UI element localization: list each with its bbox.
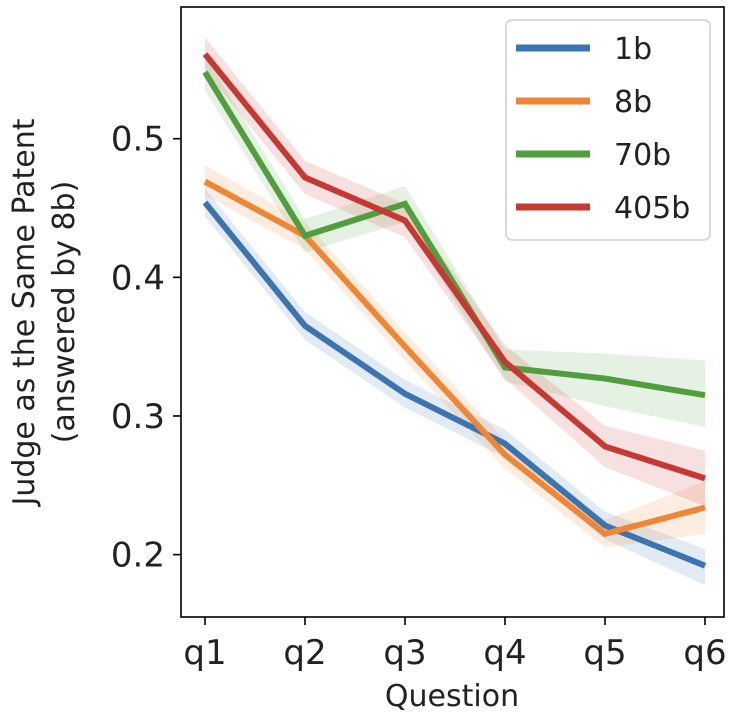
y-axis: 0.2 0.3 0.4 0.5 [111,120,181,576]
y-tick-label-0.5: 0.5 [111,120,165,160]
x-tick-label-q1: q1 [183,633,226,673]
x-tick-label-q4: q4 [483,633,526,673]
band-405b [205,37,705,507]
legend-label-1b: 1b [614,32,652,67]
legend: 1b 8b 70b 405b [505,19,711,241]
y-tick-label-0.3: 0.3 [111,397,165,437]
x-axis-label: Question [385,679,519,714]
x-tick-label-q3: q3 [383,633,426,673]
x-tick-label-q2: q2 [283,633,326,673]
band-70b [205,55,705,428]
legend-label-405b: 405b [614,191,690,226]
plot-frame [180,6,725,618]
x-axis: q1 q2 q3 q4 q5 q6 [183,617,727,673]
x-tick-label-q5: q5 [583,633,626,673]
y-tick-label-0.4: 0.4 [111,258,165,298]
x-tick-label-q6: q6 [683,633,726,673]
y-axis-label-line2: (answered by 8b) [47,181,82,444]
series-line-8b [203,179,706,538]
series-lines [202,52,707,569]
legend-label-70b: 70b [614,138,671,173]
series-line-405b [202,52,706,482]
legend-label-8b: 8b [614,85,652,120]
y-axis-label-line1: Judge as the Same Patent [7,118,42,507]
series-line-70b [202,70,706,399]
y-tick-label-0.2: 0.2 [111,536,165,576]
legend-frame [505,19,711,241]
